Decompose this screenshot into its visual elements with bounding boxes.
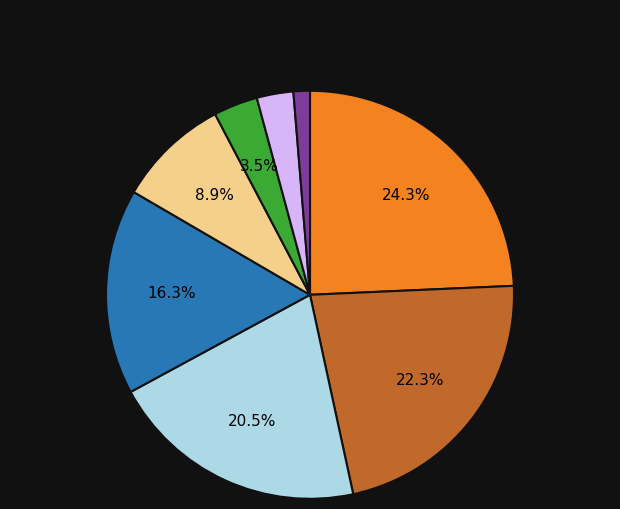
Wedge shape — [293, 92, 310, 295]
Wedge shape — [215, 99, 310, 295]
Wedge shape — [134, 115, 310, 295]
Wedge shape — [257, 92, 310, 295]
Wedge shape — [131, 295, 353, 499]
Text: 22.3%: 22.3% — [396, 372, 444, 387]
Wedge shape — [310, 286, 514, 494]
Text: 24.3%: 24.3% — [382, 188, 430, 203]
Wedge shape — [310, 92, 514, 295]
Text: 16.3%: 16.3% — [147, 286, 195, 300]
Wedge shape — [106, 193, 310, 392]
Text: 3.5%: 3.5% — [240, 159, 279, 174]
Text: 8.9%: 8.9% — [195, 188, 234, 203]
Text: 20.5%: 20.5% — [228, 413, 277, 429]
